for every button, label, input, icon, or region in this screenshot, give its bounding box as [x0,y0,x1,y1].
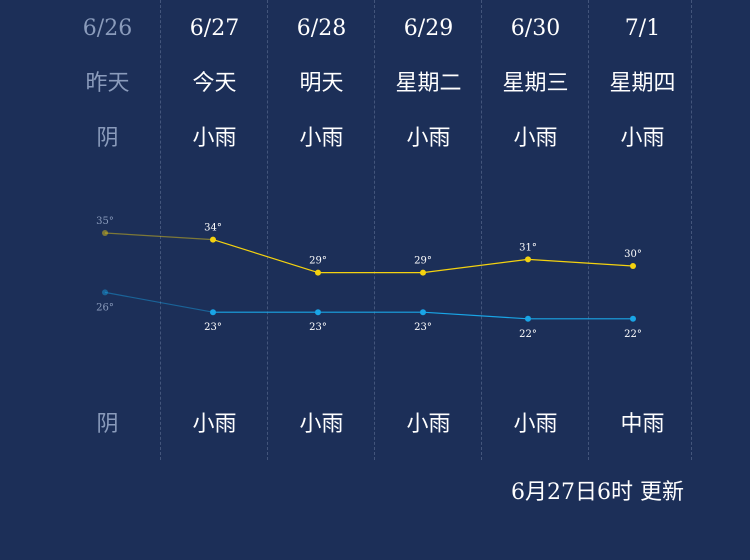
column-divider [481,0,482,460]
low-point [420,309,426,316]
day-name: 今天 [192,71,237,96]
low-point [210,309,216,316]
low-point [102,289,108,296]
day-name: 星期四 [609,71,676,96]
high-temp-label: 31° [519,242,537,253]
high-point [102,230,108,236]
day-weather: 小雨 [513,126,558,151]
high-temp-label: 35° [96,216,114,227]
update-time: 6月27日6时 更新 [511,480,684,505]
high-line-segment [212,239,319,274]
day-date: 6/30 [510,16,561,41]
low-temp-label: 23° [204,322,222,333]
day-weather: 小雨 [192,126,237,151]
column-divider [160,0,161,460]
day-date: 7/1 [624,16,661,41]
night-weather: 小雨 [192,412,237,437]
day-name: 昨天 [85,71,130,96]
low-temp-label: 23° [309,322,327,333]
low-line-segment [422,311,529,320]
column-divider [691,0,692,460]
day-name: 星期二 [395,71,462,96]
high-line-segment [527,258,634,267]
low-line-segment [104,291,214,313]
high-point [420,269,426,276]
high-temp-label: 34° [204,223,222,234]
day-date: 6/26 [82,16,133,41]
day-weather: 小雨 [406,126,451,151]
low-point [525,315,531,322]
night-weather: 小雨 [299,412,344,437]
high-temp-label: 29° [414,256,432,267]
night-weather: 小雨 [513,412,558,437]
day-weather: 小雨 [299,126,344,151]
low-point [315,309,321,316]
day-weather: 小雨 [620,126,665,151]
day-date: 6/29 [403,16,454,41]
high-point [525,256,531,263]
day-date: 6/28 [296,16,347,41]
night-weather: 中雨 [620,412,665,437]
day-name: 明天 [299,71,344,96]
night-weather: 阴 [96,412,119,437]
low-point [630,315,636,322]
high-temp-label: 29° [309,256,327,267]
high-point [315,269,321,276]
column-divider [374,0,375,460]
low-temp-label: 22° [624,329,642,340]
high-line-segment [104,232,214,241]
high-line-segment [422,258,529,274]
high-temp-label: 30° [624,249,642,260]
low-temp-label: 23° [414,322,432,333]
night-weather: 小雨 [406,412,451,437]
column-divider [588,0,589,460]
column-divider [267,0,268,460]
low-temp-label: 22° [519,329,537,340]
low-temp-label: 26° [96,302,114,313]
day-weather: 阴 [96,126,119,151]
day-date: 6/27 [189,16,240,41]
high-point [210,236,216,243]
day-name: 星期三 [502,71,569,96]
high-point [630,263,636,269]
